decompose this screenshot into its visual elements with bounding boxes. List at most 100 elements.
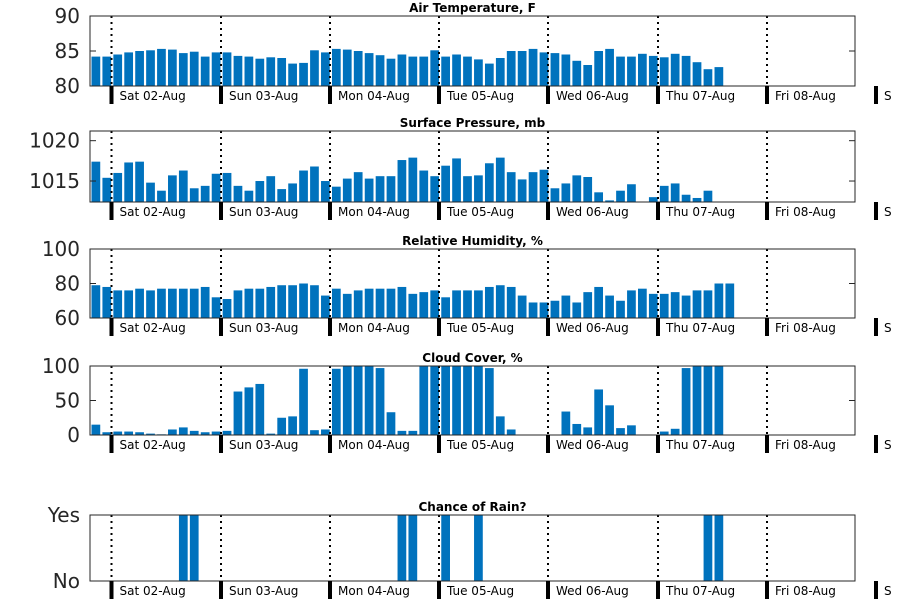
bar	[288, 63, 297, 86]
x-tick-label: Thu 07-Aug	[665, 438, 735, 452]
bar	[594, 192, 604, 202]
bar	[102, 56, 112, 86]
bar	[452, 290, 461, 318]
bar	[189, 188, 199, 202]
bar	[233, 391, 243, 435]
bar	[430, 176, 440, 202]
bar	[331, 288, 341, 318]
x-tick-label: Fri 08-Aug	[775, 89, 836, 103]
bar	[233, 55, 243, 86]
x-tick-label: Fri 08-Aug	[775, 438, 836, 452]
bar	[299, 283, 308, 318]
x-tick-label: Thu 07-Aug	[665, 89, 735, 103]
bar	[539, 302, 549, 318]
bar	[408, 56, 418, 86]
bar	[146, 50, 155, 86]
bar	[211, 173, 221, 202]
bar	[277, 285, 287, 318]
bar	[397, 286, 407, 318]
bar	[342, 293, 352, 318]
bar	[211, 431, 221, 435]
bar	[605, 48, 614, 86]
x-tick-label: S	[884, 321, 892, 335]
bar	[659, 57, 669, 86]
bar	[703, 515, 713, 581]
x-tick-label: Sat 02-Aug	[120, 584, 186, 598]
bar	[353, 172, 363, 202]
bar	[419, 56, 429, 86]
bar	[638, 288, 647, 318]
bar	[397, 160, 407, 202]
bar	[616, 56, 625, 86]
x-tick-label: Tue 05-Aug	[446, 321, 514, 335]
bar	[517, 51, 527, 86]
x-tick-label: Tue 05-Aug	[446, 89, 514, 103]
bar	[397, 515, 407, 581]
bar	[703, 190, 713, 202]
bar	[583, 427, 593, 435]
bar	[277, 58, 287, 86]
bar	[189, 515, 199, 581]
bar	[255, 383, 265, 435]
bar	[408, 430, 418, 435]
x-tick-label: Mon 04-Aug	[338, 438, 410, 452]
y-tick-label: 80	[55, 272, 80, 296]
bar	[168, 175, 177, 202]
bar	[135, 288, 144, 318]
panel-title: Cloud Cover, %	[422, 351, 522, 365]
bar	[692, 290, 702, 318]
bar	[310, 285, 319, 318]
bar	[583, 176, 593, 202]
x-tick-label: S	[884, 89, 892, 103]
bar	[463, 56, 472, 86]
bar	[594, 389, 604, 435]
bar	[222, 430, 232, 435]
bar	[572, 60, 582, 86]
bar	[419, 366, 429, 435]
x-tick-label: Thu 07-Aug	[665, 321, 735, 335]
bar	[528, 302, 538, 318]
bar	[616, 190, 625, 202]
bar	[517, 295, 527, 318]
bar	[627, 184, 636, 202]
bar	[692, 197, 702, 202]
bar	[189, 288, 199, 318]
bar	[605, 405, 614, 435]
bar	[714, 283, 724, 318]
bar	[484, 368, 494, 435]
bar	[299, 62, 308, 86]
bar	[648, 197, 658, 202]
bar	[430, 50, 440, 86]
bar	[331, 186, 341, 202]
bar	[375, 55, 385, 86]
bar	[244, 56, 254, 86]
bar	[441, 515, 450, 581]
panel-title: Chance of Rain?	[418, 500, 526, 514]
bar	[495, 157, 505, 202]
panel-4: No Yes Chance of Rain? Sat 02-Aug Sun 03-Aug…	[47, 500, 892, 599]
bar	[277, 189, 287, 202]
bar	[627, 56, 636, 86]
bar	[714, 515, 724, 581]
bar	[342, 366, 352, 435]
bar	[189, 430, 199, 435]
bar	[168, 288, 177, 318]
bar	[474, 366, 483, 435]
bar	[146, 182, 155, 202]
bar	[124, 290, 134, 318]
bar	[146, 290, 155, 318]
bar	[375, 288, 385, 318]
y-tick-label: 50	[55, 389, 80, 413]
bar	[178, 427, 188, 435]
bar	[113, 54, 123, 86]
x-tick-label: Wed 06-Aug	[556, 584, 629, 598]
x-tick-label: Thu 07-Aug	[665, 205, 735, 219]
bar	[310, 166, 319, 202]
bar	[266, 286, 276, 318]
bar	[364, 366, 374, 435]
bar	[211, 297, 221, 318]
bar	[397, 430, 407, 435]
y-tick-label: 0	[67, 423, 80, 447]
bar	[91, 424, 101, 435]
bar	[178, 170, 188, 202]
